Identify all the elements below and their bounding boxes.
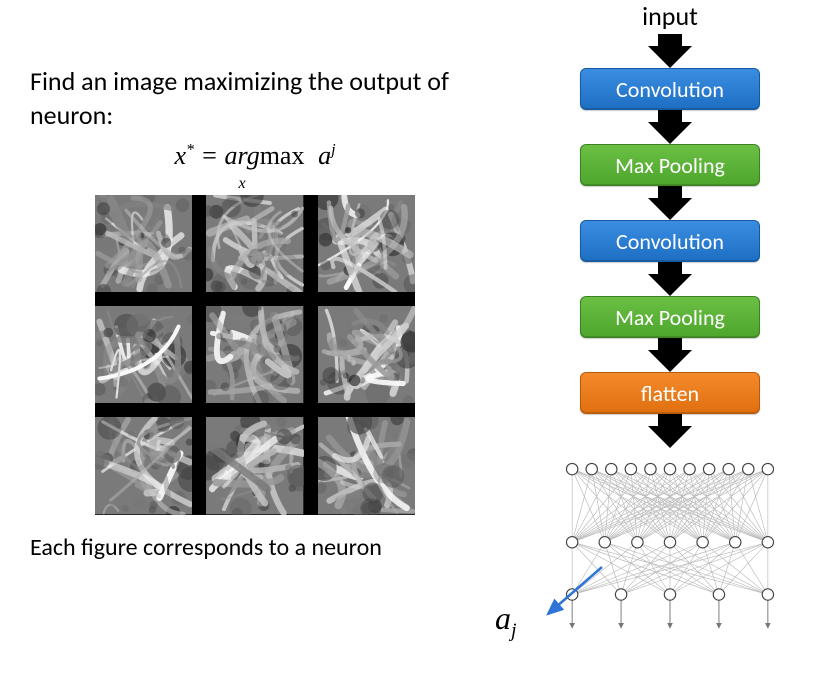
eq-equals: =	[194, 141, 225, 170]
eq-xstar: x*	[174, 141, 194, 170]
neuron-cell	[95, 306, 192, 403]
layer-box-convolution: Convolution	[580, 220, 760, 262]
neuron-grid	[95, 195, 415, 515]
layer-box-flatten: flatten	[580, 372, 760, 414]
equation: x* = argmaxx aj	[30, 141, 480, 175]
neuron-cell	[318, 306, 415, 403]
layer-box-convolution: Convolution	[580, 68, 760, 110]
grid-caption: Each figure corresponds to a neuron	[30, 533, 480, 562]
eq-sup-j: j	[331, 141, 335, 158]
layer-box-max-pooling: Max Pooling	[580, 296, 760, 338]
cnn-flow: input Convolution Max Pooling Convolution M…	[540, 0, 800, 642]
aj-label: aj	[495, 600, 517, 642]
neuron-cell	[318, 417, 415, 514]
neuron-cell	[318, 195, 415, 292]
eq-a: a	[312, 141, 332, 170]
arrow-icon	[648, 110, 692, 144]
eq-argmax: argmax	[225, 141, 305, 170]
neuron-cell	[206, 195, 303, 292]
neuron-cell	[206, 417, 303, 514]
layer-box-max-pooling: Max Pooling	[580, 144, 760, 186]
arrow-icon	[648, 414, 692, 448]
arrow-icon	[648, 34, 692, 68]
heading-text: Find an image maximizing the output of n…	[30, 65, 480, 133]
arrow-icon	[648, 186, 692, 220]
neuron-cell	[206, 306, 303, 403]
arrow-icon	[648, 338, 692, 372]
aj-arrow-icon	[540, 562, 610, 622]
input-label: input	[642, 0, 698, 32]
neuron-cell	[95, 417, 192, 514]
neuron-cell	[95, 195, 192, 292]
eq-sub-x: x	[238, 175, 245, 193]
arrow-icon	[648, 262, 692, 296]
